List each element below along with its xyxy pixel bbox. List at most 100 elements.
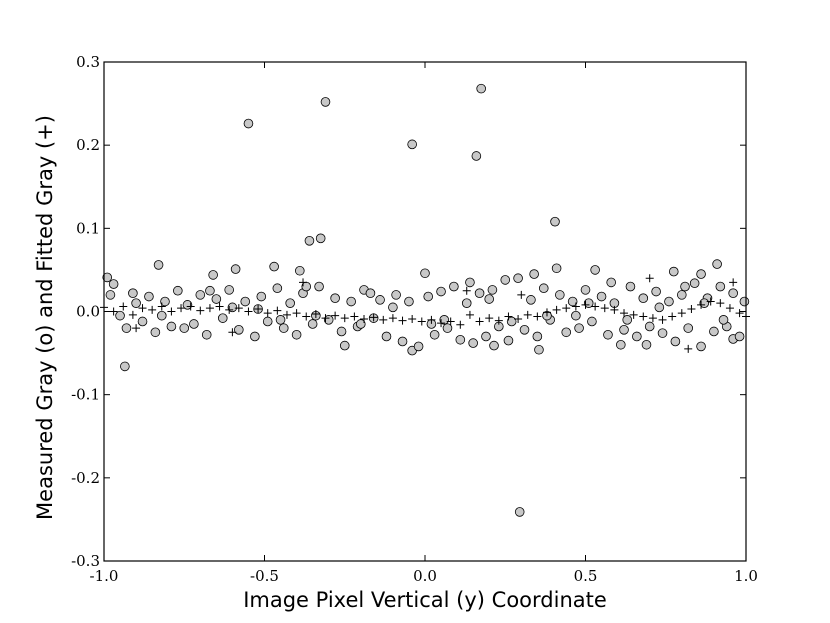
measured-point (715, 281, 726, 292)
fitted-point (687, 305, 696, 314)
measured-point (526, 295, 536, 305)
fitted-point (369, 313, 378, 322)
fitted-point (205, 304, 214, 313)
fitted-point (446, 317, 455, 326)
measured-point (644, 321, 655, 332)
fitted-point (562, 304, 571, 313)
fitted-point (668, 312, 677, 321)
y-tick-label: 0.3 (76, 53, 100, 71)
fitted-point (417, 317, 426, 326)
measured-point (250, 331, 260, 342)
measured-point (131, 298, 141, 308)
measured-point (676, 290, 687, 300)
measured-point (323, 315, 334, 325)
measured-point (664, 296, 674, 307)
fitted-point (148, 305, 157, 314)
y-tick-label: -0.2 (71, 469, 100, 487)
fitted-point (388, 314, 397, 323)
measured-point (596, 291, 607, 302)
fitted-point (360, 314, 369, 323)
fitted-point (600, 304, 609, 313)
measured-point (375, 295, 385, 305)
measured-point (632, 331, 642, 342)
measured-point (696, 341, 706, 352)
measured-point (278, 323, 289, 333)
y-tick-label: -0.1 (71, 386, 100, 404)
measured-point (217, 313, 228, 323)
x-tick-label: 1.0 (734, 567, 758, 585)
measured-point (519, 324, 530, 335)
measured-point (689, 278, 700, 289)
fitted-point (437, 319, 446, 328)
measured-point (567, 296, 578, 307)
measured-point (696, 269, 706, 279)
y-axis-label: Measured Gray (o) and Fitted Gray (+) (33, 115, 57, 520)
measured-point (571, 310, 581, 321)
measured-point (680, 281, 690, 292)
measured-point (465, 277, 475, 288)
measured-point (108, 279, 119, 289)
fitted-point (350, 312, 359, 321)
plot-area (100, 83, 750, 517)
measured-point (429, 329, 440, 340)
measured-point (551, 263, 562, 274)
fitted-point (716, 299, 725, 308)
measured-point (355, 319, 366, 329)
fitted-point (677, 309, 686, 318)
measured-point (728, 288, 738, 299)
measured-point (205, 285, 215, 296)
measured-point (304, 236, 315, 246)
measured-point (211, 294, 222, 304)
measured-point (336, 326, 347, 337)
measured-point (397, 336, 408, 347)
fitted-point (427, 315, 436, 324)
fitted-point (542, 308, 551, 317)
measured-point (420, 268, 430, 279)
fitted-point (639, 312, 648, 321)
fitted-point (620, 309, 629, 318)
fitted-point (196, 306, 205, 315)
measured-point (208, 270, 218, 280)
fitted-point (321, 314, 330, 323)
measured-point (128, 288, 138, 299)
measured-point (436, 286, 446, 297)
fitted-point (645, 274, 654, 283)
x-tick-label: 0.0 (413, 567, 437, 585)
measured-point (619, 324, 629, 335)
measured-point (195, 290, 206, 300)
fitted-point (408, 314, 417, 323)
measured-point (137, 316, 148, 327)
measured-point (262, 316, 273, 327)
fitted-point (648, 314, 657, 323)
measured-point (699, 298, 710, 308)
fitted-point (533, 312, 542, 321)
measured-point (476, 83, 486, 94)
measured-point (683, 323, 694, 333)
y-tick-label: 0.0 (76, 303, 100, 321)
fitted-point (485, 314, 494, 323)
fitted-point (167, 307, 176, 316)
fitted-point (456, 320, 465, 329)
measured-point (272, 283, 283, 294)
fitted-point (254, 305, 263, 314)
measured-point (529, 269, 539, 279)
measured-point (413, 341, 424, 352)
fitted-point (244, 307, 253, 316)
measured-point (224, 285, 234, 295)
fitted-point (725, 304, 734, 313)
measured-point (550, 216, 560, 227)
fitted-point (465, 310, 474, 319)
measured-point (590, 265, 600, 275)
fitted-point (517, 290, 526, 299)
measured-point (455, 334, 466, 345)
measured-point (295, 265, 305, 276)
fitted-point (658, 315, 667, 324)
measured-point (339, 340, 350, 351)
fitted-point (697, 300, 706, 309)
fitted-point (311, 309, 320, 318)
fitted-point (128, 310, 137, 319)
y-tick-label: 0.2 (76, 136, 100, 154)
measured-point (121, 323, 132, 333)
measured-point (587, 316, 597, 327)
fitted-point (475, 317, 484, 326)
